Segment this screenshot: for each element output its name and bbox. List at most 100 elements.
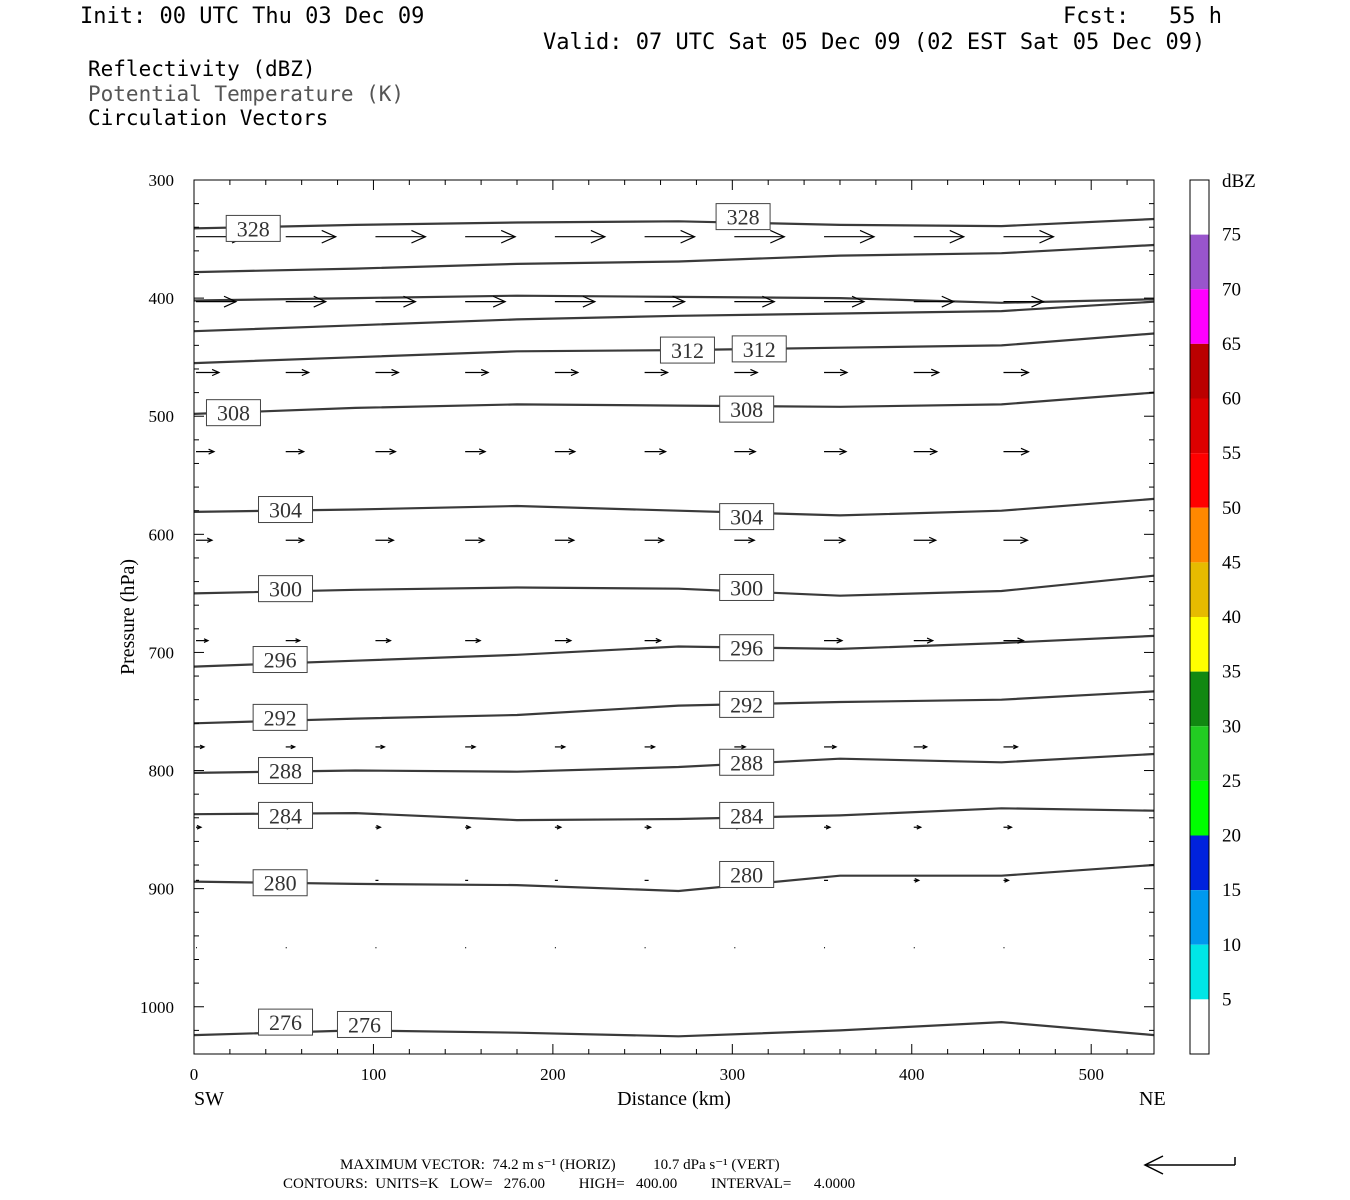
contour-label: 308 bbox=[730, 397, 763, 422]
vector-head bbox=[470, 744, 477, 750]
contour-label-box bbox=[731, 335, 787, 363]
vector-head bbox=[582, 295, 597, 308]
vector-head bbox=[567, 537, 576, 544]
contour-label-box bbox=[659, 336, 715, 364]
colorbar-segment bbox=[1190, 726, 1209, 781]
vector-head bbox=[211, 368, 221, 377]
contour-label-box bbox=[252, 869, 308, 897]
x-axis-label: Distance (km) bbox=[617, 1088, 731, 1110]
vector-head bbox=[839, 448, 848, 456]
contour-label: 292 bbox=[730, 692, 763, 717]
vector-head bbox=[1039, 229, 1055, 244]
contour-label-box bbox=[719, 634, 775, 662]
contour-label-box bbox=[719, 860, 775, 888]
vector-head bbox=[298, 537, 306, 544]
theta-contour-288 bbox=[193, 752, 1155, 774]
ne-end-label: NE bbox=[1139, 1088, 1166, 1110]
vector-head bbox=[376, 824, 382, 830]
axes: 300 400 500 600 700 800 900 1000 0 100 200 300 400 50… bbox=[117, 171, 1166, 1110]
contour-labels: 328 328 312 312 308 308 304 304 300 300 296 296 292 2… bbox=[205, 203, 787, 1038]
vector-head bbox=[741, 744, 747, 750]
plot-frame bbox=[193, 179, 1155, 1055]
contour-label: 288 bbox=[269, 759, 302, 784]
colorbar-label: 45 bbox=[1222, 552, 1241, 573]
colorbar-segment bbox=[1190, 671, 1209, 727]
vector-head bbox=[196, 824, 203, 830]
vector-head bbox=[839, 368, 849, 377]
contour-label: 284 bbox=[269, 803, 302, 828]
contour-label: 280 bbox=[730, 862, 763, 887]
vector-head bbox=[385, 638, 392, 644]
vector-head bbox=[646, 824, 653, 830]
vector-head bbox=[560, 744, 567, 750]
contour-label-box bbox=[715, 203, 771, 231]
contour-label: 292 bbox=[264, 705, 297, 730]
contour-label: 284 bbox=[730, 803, 763, 828]
contour-label: 276 bbox=[269, 1010, 302, 1035]
vector-head bbox=[1017, 637, 1025, 644]
colorbar-label: 5 bbox=[1222, 989, 1232, 1010]
vector-head bbox=[301, 368, 311, 377]
colorbar-label: 60 bbox=[1222, 389, 1241, 410]
theta-contour-304 bbox=[193, 497, 1155, 517]
contour-label: 328 bbox=[237, 216, 270, 241]
vector-head bbox=[929, 447, 939, 456]
contour-label: 308 bbox=[217, 401, 250, 426]
contour-label: 328 bbox=[727, 205, 760, 230]
contour-label: 304 bbox=[269, 498, 302, 523]
contour-label-box bbox=[258, 801, 314, 829]
vector-head bbox=[1031, 295, 1045, 308]
colorbar-segment bbox=[1190, 999, 1209, 1054]
vector-head bbox=[478, 537, 486, 544]
contour-label: 296 bbox=[730, 636, 763, 661]
x-tick-label: 200 bbox=[540, 1065, 566, 1084]
vector-head bbox=[1020, 447, 1030, 456]
vector-head bbox=[659, 448, 668, 456]
vector-head bbox=[750, 368, 759, 377]
colorbar-segment bbox=[1190, 617, 1209, 672]
vector-head bbox=[770, 229, 786, 244]
vector-head bbox=[851, 295, 866, 308]
vector-head bbox=[650, 744, 657, 750]
theta-contour-320 bbox=[193, 294, 1155, 304]
contour-label-box bbox=[719, 573, 775, 601]
vector-head bbox=[748, 448, 757, 456]
contour-label-box bbox=[258, 575, 314, 603]
contour-label: 312 bbox=[743, 337, 776, 362]
contour-label-box bbox=[336, 1010, 392, 1038]
vector-head bbox=[762, 295, 776, 308]
colorbar-segment bbox=[1190, 343, 1209, 399]
contour-label: 296 bbox=[264, 648, 297, 673]
vector-head bbox=[836, 637, 844, 644]
colorbar-label: 35 bbox=[1222, 662, 1241, 683]
vector-head bbox=[380, 744, 386, 750]
vector-head bbox=[590, 229, 607, 244]
contour-label-box bbox=[258, 757, 314, 785]
colorbar-segment bbox=[1190, 890, 1209, 945]
colorbar-label: 10 bbox=[1222, 935, 1241, 956]
valid-time: Valid: 07 UTC Sat 05 Dec 09 (02 EST Sat … bbox=[543, 30, 1206, 55]
vector-head bbox=[203, 638, 210, 643]
vector-head bbox=[298, 448, 306, 455]
vector-head bbox=[1020, 368, 1030, 377]
contour-label: 288 bbox=[730, 750, 763, 775]
contour-label: 312 bbox=[671, 338, 704, 363]
contour-label: 280 bbox=[264, 871, 297, 896]
vector-head bbox=[1013, 744, 1019, 750]
forecast-hour: Fcst: 55 h bbox=[1063, 4, 1222, 29]
y-tick-label: 400 bbox=[149, 289, 175, 308]
x-tick-label: 0 bbox=[190, 1065, 199, 1084]
theta-contour-300 bbox=[193, 574, 1155, 597]
vector-head bbox=[838, 536, 847, 544]
vector-head bbox=[655, 637, 663, 644]
theta-contour-324 bbox=[193, 243, 1155, 274]
vector-head bbox=[411, 229, 427, 244]
vector-head bbox=[199, 744, 206, 750]
vector-head bbox=[481, 368, 490, 377]
vector-head bbox=[206, 537, 214, 543]
colorbar-label: 40 bbox=[1222, 607, 1241, 628]
contours-note: CONTOURS: UNITS=K LOW= 276.00 HIGH= 400.… bbox=[283, 1176, 856, 1192]
colorbar-label: 65 bbox=[1222, 334, 1241, 355]
colorbar-segment bbox=[1190, 234, 1209, 290]
colorbar-label: 30 bbox=[1222, 716, 1241, 737]
